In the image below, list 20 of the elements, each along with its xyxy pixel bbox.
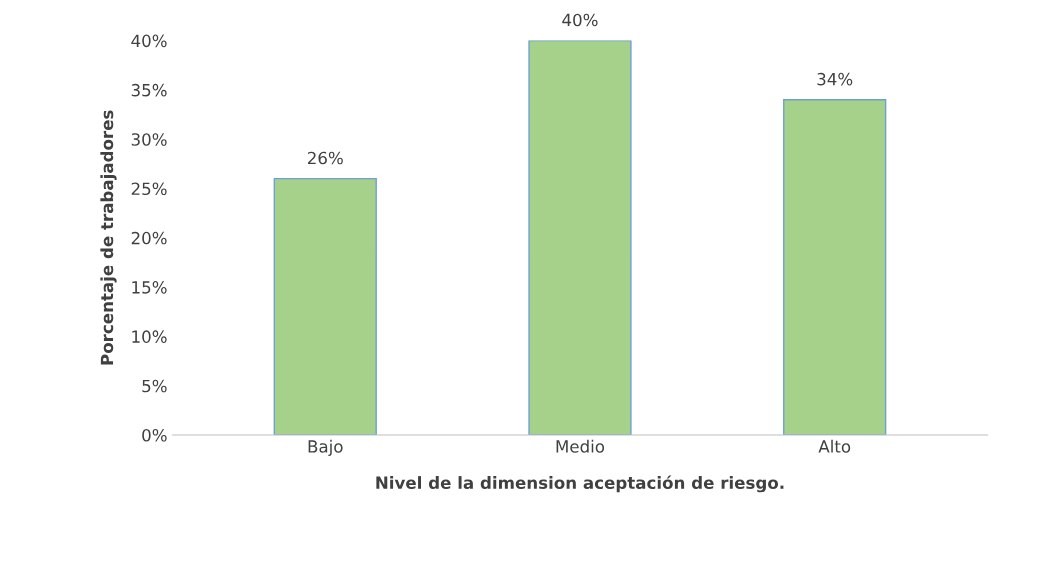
y-tick-label: 40%: [131, 34, 167, 48]
y-tick-label: 25%: [131, 182, 167, 196]
y-tick-label: 5%: [142, 379, 167, 393]
data-label: 40%: [562, 13, 598, 27]
x-tick-label: Alto: [818, 439, 851, 453]
y-tick-label: 20%: [131, 231, 167, 245]
bar: [273, 177, 377, 435]
y-tick-label: 35%: [131, 83, 167, 97]
data-label: 34%: [817, 72, 853, 86]
x-tick-label: Bajo: [308, 439, 343, 456]
y-tick-label: 30%: [131, 133, 167, 146]
x-tick-label: Medio: [556, 439, 605, 453]
y-axis-title: Porcentaje de trabajadores: [100, 110, 117, 365]
bar: [783, 99, 887, 435]
y-tick-label: 0%: [142, 428, 167, 442]
bar: [528, 40, 632, 435]
data-label: 26%: [307, 151, 343, 165]
y-tick-label: 15%: [132, 281, 167, 294]
x-axis-title: Nivel de la dimension aceptación de riesgo.: [376, 475, 784, 493]
y-tick-label: 10%: [132, 330, 167, 343]
